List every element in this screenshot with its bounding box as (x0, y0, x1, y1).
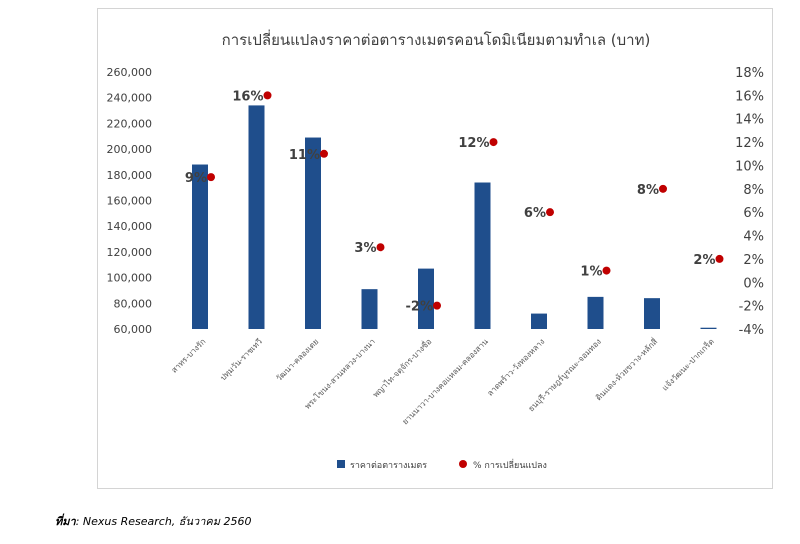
data-point (715, 254, 724, 263)
data-point (263, 91, 272, 100)
y-left-tick-label: 120,000 (107, 246, 153, 259)
y-right-tick-label: 10% (735, 159, 764, 174)
y-right-tick-label: 16% (735, 89, 764, 104)
chart-title: การเปลี่ยนแปลงราคาต่อตารางเมตรคอนโดมิเนี… (222, 29, 651, 49)
y-left-tick-label: 240,000 (107, 92, 153, 105)
y-left-tick-label: 100,000 (107, 272, 153, 285)
y-left-tick-label: 200,000 (107, 143, 153, 156)
category-label: ลาดพร้าว-วังทองหลาง (486, 337, 547, 398)
category-label: สาทร-บางรัก (170, 337, 208, 375)
category-label: ปทุมวัน-ราชเทวี (219, 337, 264, 382)
legend: ราคาต่อตารางเมตร % การเปลี่ยนแปลง (337, 458, 547, 471)
data-point (602, 266, 611, 275)
y-right-tick-label: 2% (743, 253, 764, 268)
data-point (433, 301, 441, 310)
data-point-label: 1% (580, 265, 602, 280)
data-point-label: 8% (637, 183, 659, 198)
y-right-tick-label: 14% (735, 113, 764, 128)
bar (361, 289, 378, 329)
y-left-tick-label: 60,000 (114, 323, 153, 336)
y-right-tick-label: -4% (739, 323, 764, 338)
chart-frame (97, 8, 773, 489)
legend-bar-label: ราคาต่อตารางเมตร (350, 461, 427, 471)
y-right-tick-label: 8% (743, 183, 764, 198)
data-point-label: 16% (232, 89, 263, 104)
category-label: แจ้งวัฒนะ-ปากเกร็ด (660, 336, 716, 392)
data-point (489, 138, 498, 147)
data-point (659, 184, 667, 193)
bar (305, 137, 321, 329)
category-label: พญาไท-จตุจักร-บางซื่อ (370, 336, 434, 400)
data-point (376, 243, 385, 252)
y-right-tick-label: 18% (735, 66, 764, 81)
bar (587, 296, 604, 329)
bar (531, 313, 547, 329)
y-left-tick-label: 140,000 (107, 220, 153, 233)
bar (644, 298, 660, 329)
bar (418, 268, 434, 329)
data-point (546, 208, 554, 217)
source-prefix: ที่มา (55, 515, 76, 528)
bar (700, 327, 717, 329)
bar (192, 164, 208, 329)
data-point-label: 6% (524, 206, 546, 221)
category-label: ดินแดง-ห้วยขวาง-หลักสี่ (593, 336, 660, 403)
data-point-label: 2% (693, 253, 715, 268)
y-left-tick-label: 160,000 (107, 195, 153, 208)
source-text: : Nexus Research, ธันวาคม 2560 (75, 515, 252, 528)
y-right-tick-label: 6% (743, 206, 764, 221)
y-right-tick-label: 4% (743, 230, 764, 245)
data-point-label: 11% (289, 148, 320, 163)
y-left-tick-label: 180,000 (107, 169, 153, 182)
data-point (207, 173, 215, 182)
bar (248, 105, 265, 329)
y-left-tick-label: 80,000 (114, 297, 153, 310)
data-point-label: -2% (406, 300, 433, 315)
legend-point-label: % การเปลี่ยนแปลง (473, 458, 547, 471)
y-right-tick-label: 12% (735, 136, 764, 151)
y-left-tick-label: 260,000 (107, 66, 153, 79)
y-right-tick-label: -2% (739, 300, 764, 315)
data-point-label: 9% (185, 171, 207, 186)
y-right-tick-label: 0% (743, 276, 764, 291)
legend-point-swatch (459, 460, 467, 468)
data-point (320, 149, 328, 158)
data-point-label: 3% (354, 241, 376, 256)
bar (474, 182, 491, 329)
y-left-tick-label: 220,000 (107, 117, 153, 130)
data-point-label: 12% (458, 136, 489, 151)
source-note: ที่มา: Nexus Research, ธันวาคม 2560 (55, 512, 251, 530)
category-label: วัฒนา-คลองเตย (274, 337, 320, 383)
legend-bar-swatch (337, 460, 345, 468)
